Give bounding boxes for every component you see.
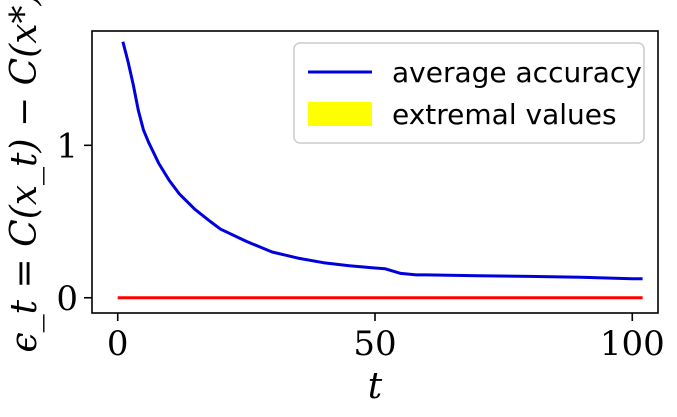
legend: average accuracy extremal values	[293, 42, 645, 144]
x-axis-ticks: 0 50 100	[107, 313, 665, 364]
y-tick-label: 1	[56, 126, 78, 166]
series-layer	[117, 41, 643, 300]
x-tick-label: 50	[353, 324, 396, 364]
x-tick-label: 0	[107, 324, 129, 364]
y-tick-label: 0	[56, 279, 78, 319]
legend-label-average-accuracy: average accuracy	[392, 56, 642, 89]
y-axis-ticks: 01	[56, 126, 92, 319]
series-line-average-accuracy	[121, 41, 643, 281]
x-tick-label: 100	[600, 324, 665, 364]
y-axis-label: ϵ_t = C(x_t) − C(x*)	[4, 0, 45, 353]
legend-label-extremal-values: extremal values	[392, 98, 617, 131]
legend-patch-swatch	[308, 102, 372, 126]
legend-box	[293, 42, 645, 144]
x-axis-label: t	[368, 366, 383, 407]
